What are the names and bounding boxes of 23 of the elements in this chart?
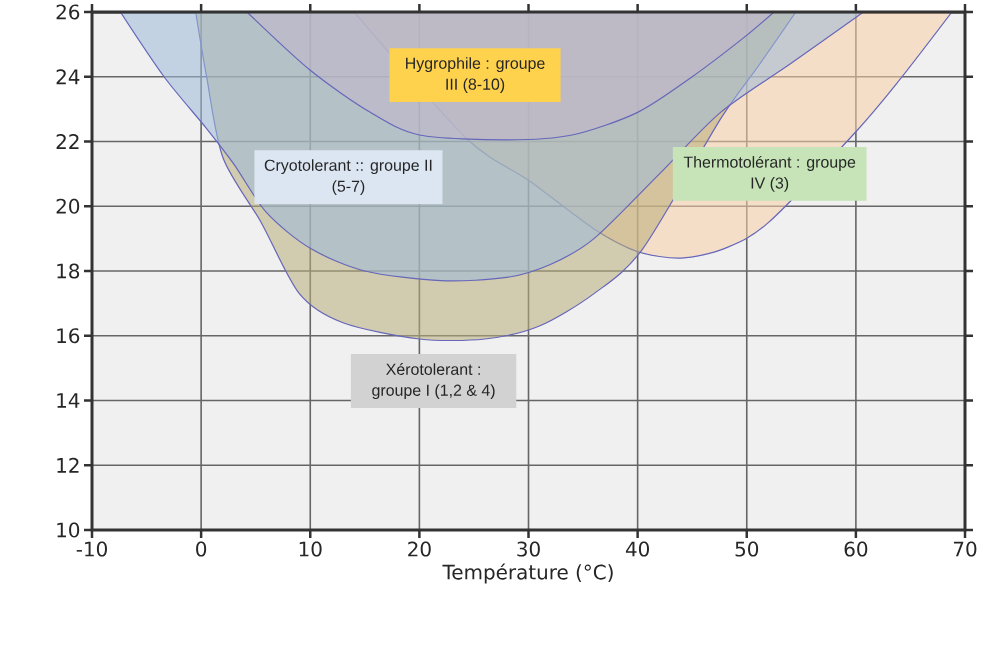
y-tick-label: 10	[57, 522, 80, 538]
y-tick-label: 16	[57, 328, 80, 344]
series-label: Thermotolérant : groupe IV (3)	[683, 155, 856, 192]
x-tick-label: -10	[76, 541, 107, 557]
series-label: Hygrophile : groupe III (8-10)	[406, 57, 545, 93]
y-tick-label: 14	[57, 393, 80, 408]
x-tick-label: 70	[953, 541, 977, 557]
y-tick-label: 22	[56, 134, 79, 149]
x-tick-label: 10	[299, 541, 322, 557]
x-tick-label: 40	[625, 541, 649, 557]
series-label: Cryotolerant :: groupe II (5-7)	[264, 159, 432, 195]
y-tick-label: 12	[57, 457, 79, 473]
x-tick-label: 60	[844, 541, 868, 557]
x-tick-label: 20	[408, 541, 431, 557]
x-tick-label: 30	[517, 541, 540, 557]
y-tick-label: 24	[56, 69, 80, 85]
series-label: Xérotolerant : groupe I (1,2 & 4)	[372, 363, 495, 400]
x-axis-title: Température (°C)	[442, 563, 613, 584]
x-tick-label: 50	[735, 541, 759, 557]
x-tick-label: 0	[196, 541, 207, 557]
y-tick-label: 20	[56, 198, 80, 214]
y-tick-label: 26	[56, 4, 80, 20]
y-tick-label: 18	[57, 263, 80, 279]
